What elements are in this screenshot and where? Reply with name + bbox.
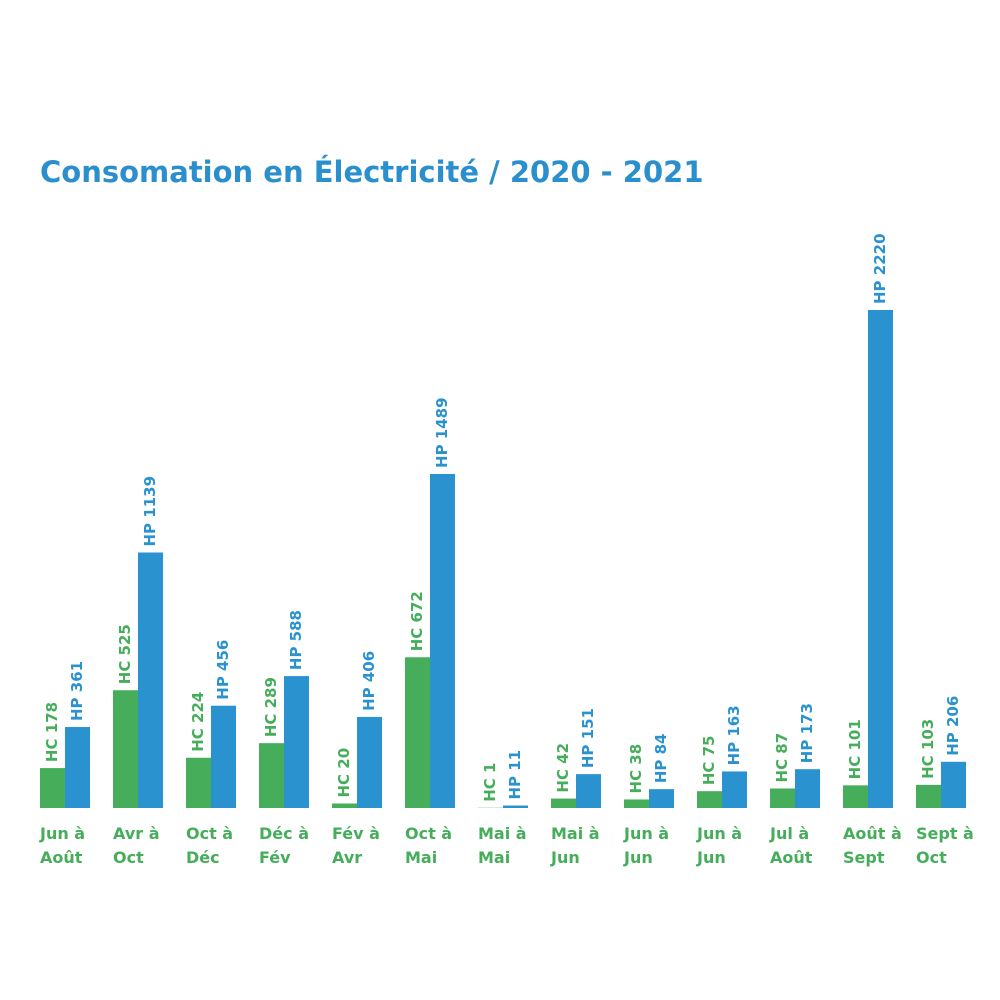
x-tick-label: Oct à Déc [186, 824, 234, 867]
bar [916, 784, 941, 808]
value-label: HP 151 [579, 708, 597, 768]
value-label: HC 1 [481, 763, 499, 802]
bar [941, 761, 966, 808]
x-tick-label: Mai à Mai [478, 824, 527, 867]
bar [503, 805, 528, 808]
bar [576, 774, 601, 808]
value-label: HC 178 [43, 702, 61, 762]
x-tick-label: Avr à Oct [113, 824, 160, 867]
bar [113, 690, 138, 808]
value-label: HC 75 [700, 736, 718, 786]
x-tick-label: Sept à Oct [916, 824, 974, 867]
value-label: HP 2220 [871, 233, 889, 304]
value-label: HP 163 [725, 705, 743, 765]
bar [186, 757, 211, 808]
chart-title: Consomation en Électricité / 2020 - 2021 [40, 155, 704, 189]
value-label: HP 173 [798, 703, 816, 763]
x-tick-label: Jun à Jun [697, 824, 743, 867]
value-label: HC 672 [408, 591, 426, 651]
bar [868, 310, 893, 808]
value-label: HP 361 [68, 661, 86, 721]
bar [770, 788, 795, 808]
bar [795, 769, 820, 808]
x-tick-label: Mai à Jun [551, 824, 600, 867]
value-label: HP 206 [944, 696, 962, 756]
bar [357, 716, 382, 808]
bar [332, 803, 357, 808]
value-label: HP 588 [287, 610, 305, 670]
x-tick-label: Jun à Août [40, 824, 86, 867]
value-label: HC 42 [554, 743, 572, 793]
value-label: HP 1489 [433, 397, 451, 468]
value-label: HC 525 [116, 624, 134, 684]
bar [430, 473, 455, 808]
value-label: HC 103 [919, 719, 937, 779]
value-label: HC 38 [627, 744, 645, 794]
bar [697, 791, 722, 808]
bar [40, 768, 65, 808]
bar [405, 657, 430, 808]
value-label: HC 20 [335, 748, 353, 798]
value-label: HC 101 [846, 719, 864, 779]
value-label: HC 289 [262, 677, 280, 737]
value-label: HP 84 [652, 734, 670, 784]
x-tick-label: Août à Sept [843, 824, 902, 867]
x-tick-label: Oct à Mai [405, 824, 453, 867]
bar [551, 798, 576, 808]
bar [649, 789, 674, 808]
bar [65, 727, 90, 808]
x-tick-label: Jul à Août [770, 824, 813, 867]
value-label: HP 456 [214, 640, 232, 700]
bar [259, 743, 284, 808]
bar [722, 771, 747, 808]
bar [843, 785, 868, 808]
value-label: HC 224 [189, 692, 207, 752]
x-tick-label: Déc à Fév [259, 824, 309, 867]
value-label: HC 87 [773, 733, 791, 783]
bar [624, 799, 649, 808]
value-label: HP 406 [360, 651, 378, 711]
bar [284, 676, 309, 808]
bar [211, 705, 236, 808]
value-label: HP 1139 [141, 476, 159, 547]
value-label: HP 11 [506, 750, 524, 800]
x-tick-label: Fév à Avr [332, 824, 380, 867]
x-tick-label: Jun à Jun [624, 824, 670, 867]
bar [138, 552, 163, 808]
